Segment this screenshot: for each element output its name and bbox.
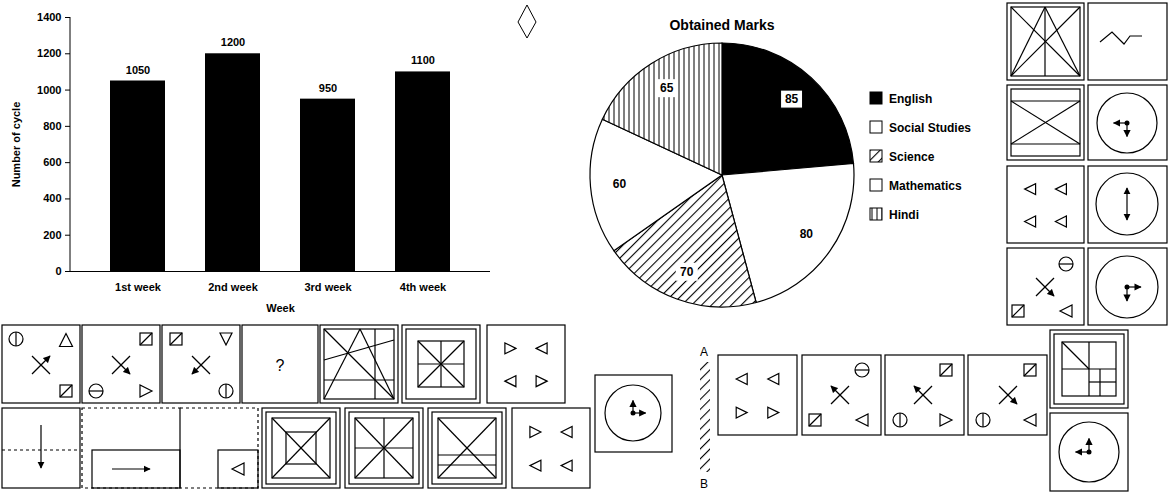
svg-text:?: ? [276,357,285,374]
svg-text:4th week: 4th week [400,281,447,293]
svg-text:1100: 1100 [411,54,435,66]
svg-text:1400: 1400 [37,11,61,23]
svg-text:3rd week: 3rd week [304,281,352,293]
svg-text:0: 0 [55,265,61,277]
svg-text:85: 85 [785,92,799,106]
svg-text:2nd week: 2nd week [208,281,258,293]
svg-text:Obtained Marks: Obtained Marks [669,17,774,33]
svg-text:200: 200 [43,229,61,241]
svg-text:Science: Science [889,150,935,164]
svg-text:Social Studies: Social Studies [889,121,971,135]
svg-text:950: 950 [319,82,337,94]
svg-text:Mathematics: Mathematics [889,179,962,193]
svg-text:65: 65 [660,81,674,95]
svg-text:English: English [889,92,932,106]
svg-text:1200: 1200 [221,36,245,48]
svg-text:Number of cycle: Number of cycle [10,102,22,188]
svg-text:400: 400 [43,192,61,204]
svg-text:1200: 1200 [37,47,61,59]
svg-text:A: A [700,345,708,359]
svg-text:80: 80 [800,227,814,241]
svg-text:1st week: 1st week [115,281,162,293]
svg-text:70: 70 [680,265,694,279]
svg-text:60: 60 [613,177,627,191]
svg-text:1050: 1050 [126,64,150,76]
svg-text:B: B [700,477,708,491]
svg-text:Week: Week [266,302,295,314]
svg-text:Hindi: Hindi [889,208,919,222]
svg-text:800: 800 [43,120,61,132]
svg-text:600: 600 [43,156,61,168]
svg-text:1000: 1000 [37,84,61,96]
